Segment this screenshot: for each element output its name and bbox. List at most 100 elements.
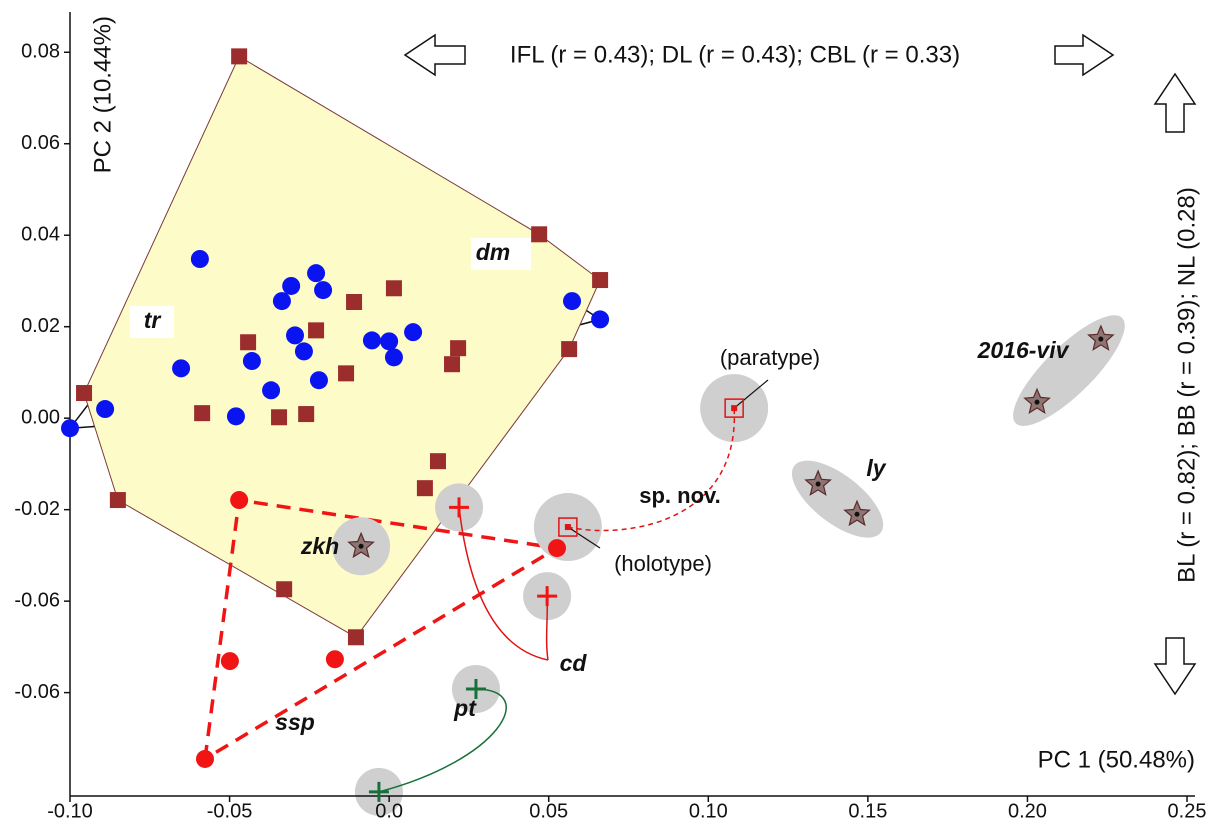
point [591, 310, 610, 329]
point [307, 264, 326, 283]
point [309, 371, 328, 390]
x-tick-label: 0.15 [848, 800, 887, 822]
point [231, 48, 248, 65]
point [449, 497, 470, 518]
annotation-top: IFL (r = 0.43); DL (r = 0.43); CBL (r = … [510, 41, 960, 68]
hull-area [83, 55, 601, 638]
point [109, 492, 126, 509]
y-tick-label: 0.04 [21, 223, 60, 245]
y-tick-label: 0.06 [21, 132, 60, 154]
point [561, 341, 578, 358]
point [226, 407, 245, 426]
point [404, 323, 423, 342]
point [61, 419, 79, 438]
point [242, 352, 261, 371]
point [450, 340, 467, 357]
label-bg [130, 306, 174, 338]
x-axis-label: PC 1 (50.48%) [1038, 746, 1195, 773]
arrow-left [403, 33, 466, 77]
y-tick-label: 0.02 [21, 315, 60, 337]
point [172, 359, 191, 378]
annotation-right: BL (r = 0.82); BB (r = 0.39); NL (0.28) [1173, 187, 1200, 583]
x-tick-label: -0.10 [47, 800, 93, 822]
point [416, 480, 433, 497]
leader [567, 526, 601, 549]
point [190, 250, 209, 269]
x-tick-label: 0.25 [1168, 800, 1207, 822]
point [272, 292, 291, 311]
hull-dashed [202, 498, 563, 763]
point [563, 292, 582, 311]
point [346, 293, 363, 310]
group-label: ly [866, 455, 886, 481]
y-tick-label: 0.00 [21, 406, 60, 428]
point-center [1034, 399, 1040, 405]
y-axis-label: PC 2 (10.44%) [89, 16, 116, 173]
point-label: (paratype) [720, 345, 820, 370]
x-tick-label: -0.05 [207, 800, 253, 822]
point [338, 365, 355, 382]
group-label: sp. nov. [639, 483, 721, 508]
x-tick-label: 0.0 [375, 800, 403, 822]
group-label: dm [476, 239, 511, 265]
point-center [815, 481, 821, 487]
point [380, 332, 399, 351]
arrow-up [1153, 72, 1197, 133]
connector [567, 408, 735, 532]
point [444, 356, 461, 373]
connector [378, 688, 507, 793]
x-tick-label: 0.10 [689, 800, 728, 822]
arrow-down [1153, 637, 1197, 696]
y-tick-label: -0.02 [14, 498, 60, 520]
arrow-right [1054, 33, 1115, 77]
point [76, 385, 93, 402]
x-tick-label: 0.05 [529, 800, 568, 822]
point [558, 517, 578, 537]
y-tick-label: -0.06 [14, 681, 60, 703]
point [465, 678, 486, 699]
point [385, 280, 402, 297]
point [724, 398, 744, 418]
group-label: cd [560, 650, 588, 676]
point [220, 652, 239, 671]
point [262, 381, 281, 400]
x-tick-label: 0.20 [1008, 800, 1047, 822]
point-center [731, 405, 738, 412]
point [429, 453, 446, 470]
point [96, 400, 115, 419]
point-center [564, 524, 571, 531]
point-label: (holotype) [614, 551, 712, 576]
point-center [854, 511, 860, 517]
point [286, 326, 304, 345]
group-label: tr [144, 307, 162, 333]
point [230, 491, 249, 510]
y-tick-label: 0.08 [21, 41, 60, 63]
group-label: zkh [300, 533, 339, 559]
point [384, 348, 403, 367]
point-center [358, 543, 364, 549]
point [537, 586, 558, 607]
point [325, 650, 344, 669]
point-center [1098, 336, 1104, 342]
point [271, 409, 288, 426]
point [347, 629, 364, 646]
point [362, 331, 381, 350]
point [368, 781, 389, 802]
point [194, 405, 211, 422]
group-label: 2016-viv [977, 337, 1070, 363]
group-label: ssp [275, 709, 315, 735]
point [592, 272, 609, 289]
point [298, 406, 315, 423]
point [314, 281, 333, 300]
halo-ellipse [1013, 315, 1125, 426]
label-bg [471, 238, 531, 270]
y-tick-label: -0.06 [14, 589, 60, 611]
point [531, 226, 548, 243]
point [308, 322, 325, 339]
point [276, 581, 293, 598]
point [548, 539, 567, 558]
point [282, 276, 301, 295]
point [294, 342, 313, 361]
point [240, 334, 257, 351]
